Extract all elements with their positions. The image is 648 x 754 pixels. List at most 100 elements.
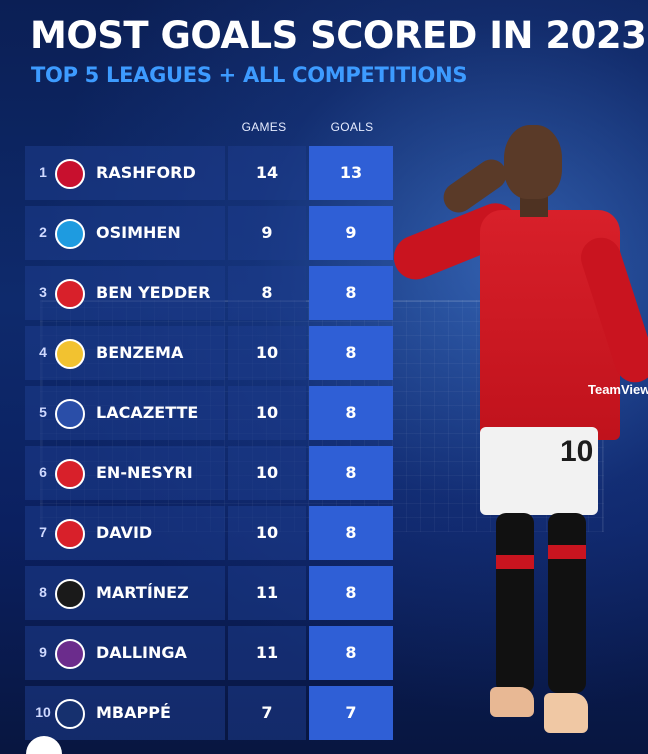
- player-name: BENZEMA: [96, 343, 184, 362]
- player-cell: 10 MBAPPÉ: [25, 686, 225, 740]
- player-cell: 5 LACAZETTE: [25, 386, 225, 440]
- sock-band-left: [496, 555, 534, 569]
- goals-table: 1 RASHFORD 14 13 2 OSIMHEN 9 9 3 BEN YED…: [25, 146, 393, 746]
- rank-number: 6: [39, 464, 47, 480]
- player-cell: 4 BENZEMA: [25, 326, 225, 380]
- sevilla-crest-icon: [55, 459, 85, 489]
- column-header-games: GAMES: [241, 120, 287, 134]
- rank-number: 9: [39, 644, 47, 660]
- page-subtitle: TOP 5 LEAGUES + ALL COMPETITIONS: [31, 63, 468, 87]
- goals-cell: 8: [309, 266, 393, 320]
- player-cell: 6 EN-NESYRI: [25, 446, 225, 500]
- goals-value: 8: [345, 583, 357, 602]
- lille-crest-icon: [55, 519, 85, 549]
- games-value: 14: [255, 163, 279, 182]
- table-row: 1 RASHFORD 14 13: [25, 146, 393, 200]
- player-cell: 3 BEN YEDDER: [25, 266, 225, 320]
- page-title: MOST GOALS SCORED IN 2023: [30, 14, 647, 57]
- table-row: 2 OSIMHEN 9 9: [25, 206, 393, 260]
- rank-number: 7: [39, 524, 47, 540]
- games-cell: 9: [228, 206, 306, 260]
- games-cell: 14: [228, 146, 306, 200]
- goals-value: 13: [339, 163, 363, 182]
- games-cell: 10: [228, 506, 306, 560]
- goals-cell: 13: [309, 146, 393, 200]
- lyon-crest-icon: [55, 399, 85, 429]
- table-row: 10 MBAPPÉ 7 7: [25, 686, 393, 740]
- goals-cell: 8: [309, 626, 393, 680]
- player-name: EN-NESYRI: [96, 463, 193, 482]
- player-name: BEN YEDDER: [96, 283, 211, 302]
- player-left-boot: [490, 687, 534, 717]
- goals-cell: 7: [309, 686, 393, 740]
- goals-value: 8: [345, 643, 357, 662]
- player-cell: 2 OSIMHEN: [25, 206, 225, 260]
- player-name: OSIMHEN: [96, 223, 181, 242]
- toulouse-crest-icon: [55, 639, 85, 669]
- games-cell: 10: [228, 446, 306, 500]
- goals-value: 8: [345, 283, 357, 302]
- rank-number: 3: [39, 284, 47, 300]
- monaco-crest-icon: [55, 279, 85, 309]
- sock-band-right: [548, 545, 586, 559]
- games-value: 10: [255, 523, 279, 542]
- games-value: 10: [255, 343, 279, 362]
- games-value: 7: [261, 703, 273, 722]
- games-cell: 10: [228, 326, 306, 380]
- player-cell: 7 DAVID: [25, 506, 225, 560]
- games-value: 10: [255, 463, 279, 482]
- real-madrid-crest-icon: [55, 339, 85, 369]
- goals-value: 8: [345, 343, 357, 362]
- table-row: 5 LACAZETTE 10 8: [25, 386, 393, 440]
- player-cell: 9 DALLINGA: [25, 626, 225, 680]
- games-cell: 11: [228, 566, 306, 620]
- player-cell: 1 RASHFORD: [25, 146, 225, 200]
- rank-number: 8: [39, 584, 47, 600]
- table-row: 4 BENZEMA 10 8: [25, 326, 393, 380]
- games-cell: 11: [228, 626, 306, 680]
- rank-number: 4: [39, 344, 47, 360]
- table-row: 9 DALLINGA 11 8: [25, 626, 393, 680]
- table-row: 6 EN-NESYRI 10 8: [25, 446, 393, 500]
- player-right-leg: [548, 513, 586, 693]
- goals-cell: 9: [309, 206, 393, 260]
- threads-icon[interactable]: [26, 736, 62, 754]
- player-left-leg: [496, 513, 534, 693]
- table-row: 3 BEN YEDDER 8 8: [25, 266, 393, 320]
- goals-value: 8: [345, 403, 357, 422]
- games-value: 11: [255, 643, 279, 662]
- games-value: 8: [261, 283, 273, 302]
- sponsor-logo: TeamViewer: [588, 382, 648, 397]
- napoli-crest-icon: [55, 219, 85, 249]
- manchester-united-crest-icon: [55, 159, 85, 189]
- games-value: 11: [255, 583, 279, 602]
- goals-value: 8: [345, 463, 357, 482]
- player-photo: TeamViewer 10: [380, 115, 648, 754]
- player-name: DAVID: [96, 523, 153, 542]
- rank-number: 1: [39, 164, 47, 180]
- player-right-boot: [544, 693, 588, 733]
- shorts-number: 10: [560, 435, 594, 468]
- column-header-goals: GOALS: [330, 120, 374, 134]
- rank-number: 2: [39, 224, 47, 240]
- goals-cell: 8: [309, 506, 393, 560]
- table-row: 7 DAVID 10 8: [25, 506, 393, 560]
- table-row: 8 MARTÍNEZ 11 8: [25, 566, 393, 620]
- games-cell: 10: [228, 386, 306, 440]
- games-value: 10: [255, 403, 279, 422]
- player-name: MBAPPÉ: [96, 703, 171, 722]
- goals-cell: 8: [309, 386, 393, 440]
- games-cell: 7: [228, 686, 306, 740]
- goals-cell: 8: [309, 326, 393, 380]
- inter-crest-icon: [55, 579, 85, 609]
- player-cell: 8 MARTÍNEZ: [25, 566, 225, 620]
- player-name: LACAZETTE: [96, 403, 199, 422]
- goals-value: 8: [345, 523, 357, 542]
- player-name: MARTÍNEZ: [96, 583, 189, 602]
- player-name: DALLINGA: [96, 643, 187, 662]
- goals-cell: 8: [309, 446, 393, 500]
- player-name: RASHFORD: [96, 163, 196, 182]
- rank-number: 5: [39, 404, 47, 420]
- games-value: 9: [261, 223, 273, 242]
